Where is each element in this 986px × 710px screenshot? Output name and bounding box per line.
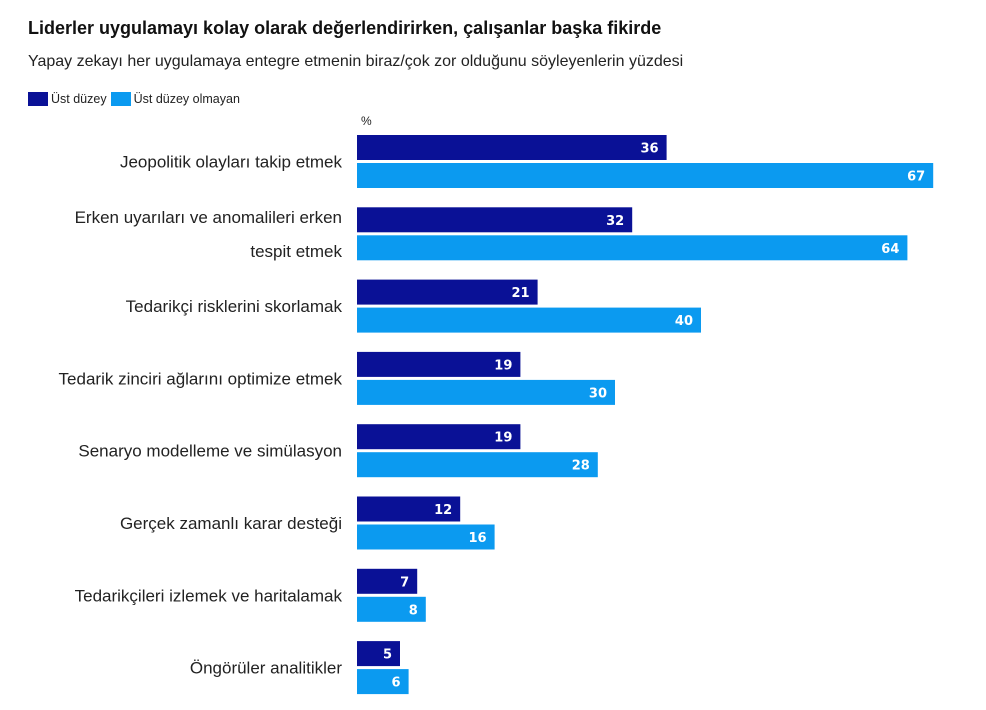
bar-senior xyxy=(357,135,667,160)
category-label: Erken uyarıları ve anomalileri erken xyxy=(75,208,342,227)
data-label: 6 xyxy=(392,676,401,691)
bar-senior xyxy=(357,279,538,305)
bar-senior xyxy=(357,207,633,233)
bar-nonsenior xyxy=(357,669,409,695)
data-label: 19 xyxy=(494,431,512,446)
bar-nonsenior xyxy=(357,452,598,478)
data-label: 32 xyxy=(606,214,624,229)
data-label: 28 xyxy=(572,459,590,474)
data-label: 30 xyxy=(589,386,607,401)
data-label: 12 xyxy=(434,503,452,518)
data-label: 16 xyxy=(469,531,487,546)
category-label: Gerçek zamanlı karar desteği xyxy=(120,514,342,533)
bar-nonsenior xyxy=(357,379,615,405)
data-label: 19 xyxy=(494,358,512,373)
chart-title: Liderler uygulamayı kolay olarak değerle… xyxy=(28,18,662,38)
category-label: Tedarikçi risklerini skorlamak xyxy=(126,297,343,316)
data-label: 67 xyxy=(907,170,925,185)
bar-nonsenior xyxy=(357,596,426,622)
chart-subtitle: Yapay zekayı her uygulamaya entegre etme… xyxy=(28,53,684,70)
data-label: 40 xyxy=(675,314,693,329)
bar-senior xyxy=(357,424,521,450)
bar-senior xyxy=(357,351,521,377)
data-label: 8 xyxy=(409,603,418,618)
bar-nonsenior xyxy=(357,307,701,333)
bar-senior xyxy=(357,568,418,594)
bar-nonsenior xyxy=(357,235,908,261)
legend-label-senior: Üst düzey xyxy=(51,92,107,106)
category-label: Senaryo modelleme ve simülasyon xyxy=(78,442,342,461)
category-label: tespit etmek xyxy=(250,242,342,261)
data-label: 21 xyxy=(512,286,530,301)
category-label: Tedarik zinciri ağlarını optimize etmek xyxy=(59,369,343,388)
bar-nonsenior xyxy=(357,524,495,550)
legend-swatch-senior xyxy=(28,92,48,106)
category-label: Öngörüler analitikler xyxy=(190,659,342,678)
data-label: 36 xyxy=(641,142,659,157)
data-label: 5 xyxy=(383,648,392,663)
bar-senior xyxy=(357,496,461,522)
bar-senior xyxy=(357,641,400,667)
unit-label: % xyxy=(361,114,372,128)
bar-nonsenior xyxy=(357,163,934,188)
category-label: Tedarikçileri izlemek ve haritalamak xyxy=(75,586,343,605)
legend-item-nonsenior: Üst düzey olmayan xyxy=(110,92,240,106)
data-label: 7 xyxy=(400,575,409,590)
legend: Üst düzey Üst düzey olmayan xyxy=(28,92,244,106)
legend-label-nonsenior: Üst düzey olmayan xyxy=(133,92,240,106)
legend-item-senior: Üst düzey xyxy=(28,92,107,106)
category-label: Jeopolitik olayları takip etmek xyxy=(120,153,343,172)
data-label: 64 xyxy=(881,242,899,257)
legend-swatch-nonsenior xyxy=(110,92,131,106)
